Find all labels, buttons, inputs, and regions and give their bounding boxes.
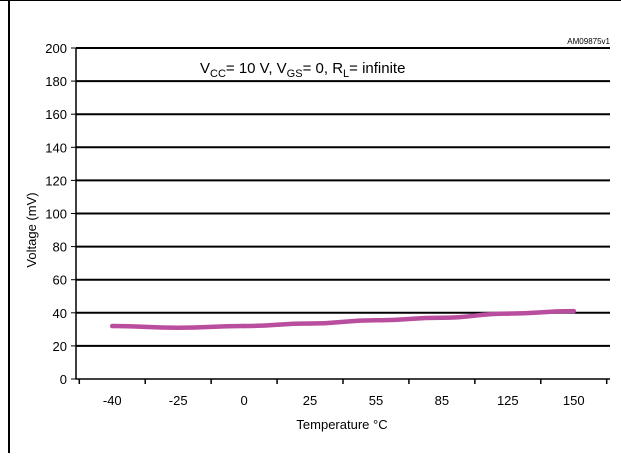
- series-point-150: [571, 308, 576, 314]
- conditions-label: VCC= 10 V, VGS= 0, RL= infinite: [200, 60, 405, 80]
- y-axis: 0 20 40 60 80 100 120 140 160 180 200: [45, 41, 77, 387]
- y-tick-label-100: 100: [45, 207, 67, 222]
- x-tick-label-85: 85: [435, 393, 449, 408]
- series-group: [110, 308, 576, 330]
- x-tick-label--40: -40: [103, 393, 122, 408]
- x-tick-label-25: 25: [303, 393, 317, 408]
- y-tick-label-200: 200: [45, 41, 67, 56]
- series-point--25: [175, 325, 181, 330]
- x-tick-label--25: -25: [169, 393, 188, 408]
- x-axis-title: Temperature °C: [296, 417, 387, 432]
- y-tick-label-140: 140: [45, 140, 67, 155]
- y-axis-title: Voltage (mV): [24, 192, 39, 267]
- series-point-125: [505, 311, 511, 316]
- x-tick-label-55: 55: [369, 393, 383, 408]
- series-point--40: [110, 323, 115, 329]
- series-point-55: [373, 318, 379, 323]
- grid: [76, 47, 610, 347]
- y-tick-label-180: 180: [45, 74, 67, 89]
- x-tick-label-0: 0: [240, 393, 247, 408]
- y-tick-label-0: 0: [60, 372, 67, 387]
- y-tick-label-160: 160: [45, 107, 67, 122]
- series-point-0: [241, 323, 247, 329]
- series-point-85: [439, 315, 445, 320]
- y-tick-label-20: 20: [53, 339, 67, 354]
- y-tick-label-120: 120: [45, 173, 67, 188]
- x-tick-label-150: 150: [563, 393, 585, 408]
- y-tick-label-60: 60: [53, 273, 67, 288]
- figure-id-note: AM09875v1: [567, 37, 610, 46]
- series-point-25: [307, 321, 313, 326]
- y-tick-label-80: 80: [53, 240, 67, 255]
- series-line-0: [110, 308, 576, 330]
- x-tick-label-125: 125: [497, 393, 519, 408]
- y-tick-label-40: 40: [53, 306, 67, 321]
- x-axis: -40 -25 0 25 55 85 125 150: [76, 378, 610, 408]
